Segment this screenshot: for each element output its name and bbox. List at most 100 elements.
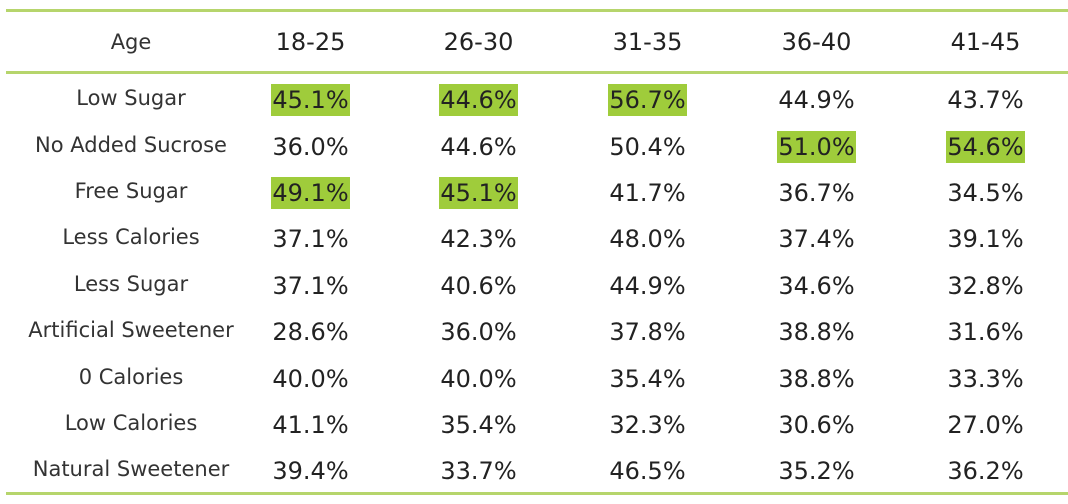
data-cell: 41.1% <box>226 402 395 448</box>
data-cell: 36.2% <box>901 448 1068 494</box>
row-label: Artificial Sweetener <box>0 307 262 353</box>
header-cell: 36-40 <box>732 12 901 72</box>
data-cell: 45.1% <box>226 77 395 123</box>
data-cell-text: 46.5% <box>609 457 686 486</box>
row-label-text: Less Calories <box>62 225 200 250</box>
data-cell: 43.7% <box>901 77 1068 123</box>
header-cell-text: Age <box>110 30 152 54</box>
header-cell-text: 18-25 <box>275 28 346 56</box>
header-cell-text: 36-40 <box>781 28 852 56</box>
header-cell-text: 26-30 <box>443 28 514 56</box>
row-label-text: Low Calories <box>64 410 198 435</box>
top-rule <box>6 9 1068 12</box>
data-cell-text: 40.0% <box>272 364 349 393</box>
data-cell: 38.8% <box>732 309 901 355</box>
data-cell-text: 38.8% <box>778 364 855 393</box>
data-cell-text: 43.7% <box>947 86 1024 115</box>
data-cell-text: 56.7% <box>608 84 687 117</box>
row-label: Less Calories <box>0 214 262 260</box>
data-cell: 34.6% <box>732 263 901 309</box>
data-cell-text: 54.6% <box>946 130 1025 163</box>
row-label: Low Calories <box>0 400 262 446</box>
data-cell: 50.4% <box>563 123 732 169</box>
data-cell: 27.0% <box>901 402 1068 448</box>
data-cell-text: 39.4% <box>272 457 349 486</box>
data-cell: 35.2% <box>732 448 901 494</box>
data-cell-text: 50.4% <box>609 132 686 161</box>
data-cell: 36.0% <box>394 309 563 355</box>
data-cell-text: 48.0% <box>609 225 686 254</box>
data-cell: 54.6% <box>901 123 1068 169</box>
data-cell: 44.6% <box>394 77 563 123</box>
row-label-text: 0 Calories <box>78 364 184 389</box>
data-cell-text: 31.6% <box>947 318 1024 347</box>
row-label-text: Natural Sweetener <box>32 457 230 482</box>
row-label: Less Sugar <box>0 261 262 307</box>
data-cell: 35.4% <box>394 402 563 448</box>
data-cell-text: 37.4% <box>778 225 855 254</box>
data-cell-text: 35.4% <box>609 364 686 393</box>
data-cell-text: 36.7% <box>778 178 855 207</box>
data-cell-text: 37.1% <box>272 225 349 254</box>
row-label: Low Sugar <box>0 75 262 121</box>
data-cell: 44.6% <box>394 123 563 169</box>
data-cell: 37.4% <box>732 216 901 262</box>
data-cell: 31.6% <box>901 309 1068 355</box>
data-cell-text: 41.7% <box>609 178 686 207</box>
data-cell-text: 45.1% <box>271 84 350 117</box>
data-cell: 34.5% <box>901 170 1068 216</box>
data-cell: 46.5% <box>563 448 732 494</box>
data-cell-text: 33.3% <box>947 364 1024 393</box>
data-cell-text: 34.6% <box>778 271 855 300</box>
data-cell: 37.1% <box>226 216 395 262</box>
row-label: No Added Sucrose <box>0 121 262 167</box>
data-cell-text: 39.1% <box>947 225 1024 254</box>
data-cell-text: 44.6% <box>439 84 518 117</box>
data-cell: 35.4% <box>563 355 732 401</box>
data-cell: 37.8% <box>563 309 732 355</box>
row-label-text: Free Sugar <box>74 178 188 203</box>
data-cell: 36.0% <box>226 123 395 169</box>
data-cell: 28.6% <box>226 309 395 355</box>
data-cell: 49.1% <box>226 170 395 216</box>
row-label-text: Artificial Sweetener <box>28 318 234 343</box>
data-cell-text: 42.3% <box>440 225 517 254</box>
row-label: Natural Sweetener <box>0 446 262 492</box>
data-cell: 39.1% <box>901 216 1068 262</box>
header-cell: 18-25 <box>226 12 395 72</box>
header-cell-text: 31-35 <box>612 28 683 56</box>
data-cell-text: 41.1% <box>272 410 349 439</box>
data-cell-text: 36.0% <box>440 318 517 347</box>
data-cell-text: 37.8% <box>609 318 686 347</box>
data-cell-text: 35.4% <box>440 410 517 439</box>
data-cell-text: 35.2% <box>778 457 855 486</box>
data-cell-text: 27.0% <box>947 410 1024 439</box>
data-cell: 32.8% <box>901 263 1068 309</box>
data-cell: 32.3% <box>563 402 732 448</box>
row-label: 0 Calories <box>0 353 262 399</box>
data-cell: 33.7% <box>394 448 563 494</box>
data-cell-text: 36.2% <box>947 457 1024 486</box>
row-label-text: Less Sugar <box>73 271 189 296</box>
bottom-rule <box>6 492 1068 495</box>
data-cell: 42.3% <box>394 216 563 262</box>
data-cell: 40.0% <box>394 355 563 401</box>
data-cell: 37.1% <box>226 263 395 309</box>
data-cell: 30.6% <box>732 402 901 448</box>
data-cell: 51.0% <box>732 123 901 169</box>
data-cell: 39.4% <box>226 448 395 494</box>
data-cell-text: 28.6% <box>272 318 349 347</box>
data-cell: 33.3% <box>901 355 1068 401</box>
header-cell: 41-45 <box>901 12 1068 72</box>
data-cell-text: 38.8% <box>778 318 855 347</box>
data-cell-text: 30.6% <box>778 410 855 439</box>
header-cell: 26-30 <box>394 12 563 72</box>
header-cell-text: 41-45 <box>950 28 1021 56</box>
data-cell-text: 51.0% <box>777 130 856 163</box>
header-cell: Age <box>0 12 262 72</box>
data-cell-text: 40.6% <box>440 271 517 300</box>
data-cell: 40.0% <box>226 355 395 401</box>
data-cell-text: 44.9% <box>778 86 855 115</box>
row-label-text: No Added Sucrose <box>35 132 227 157</box>
